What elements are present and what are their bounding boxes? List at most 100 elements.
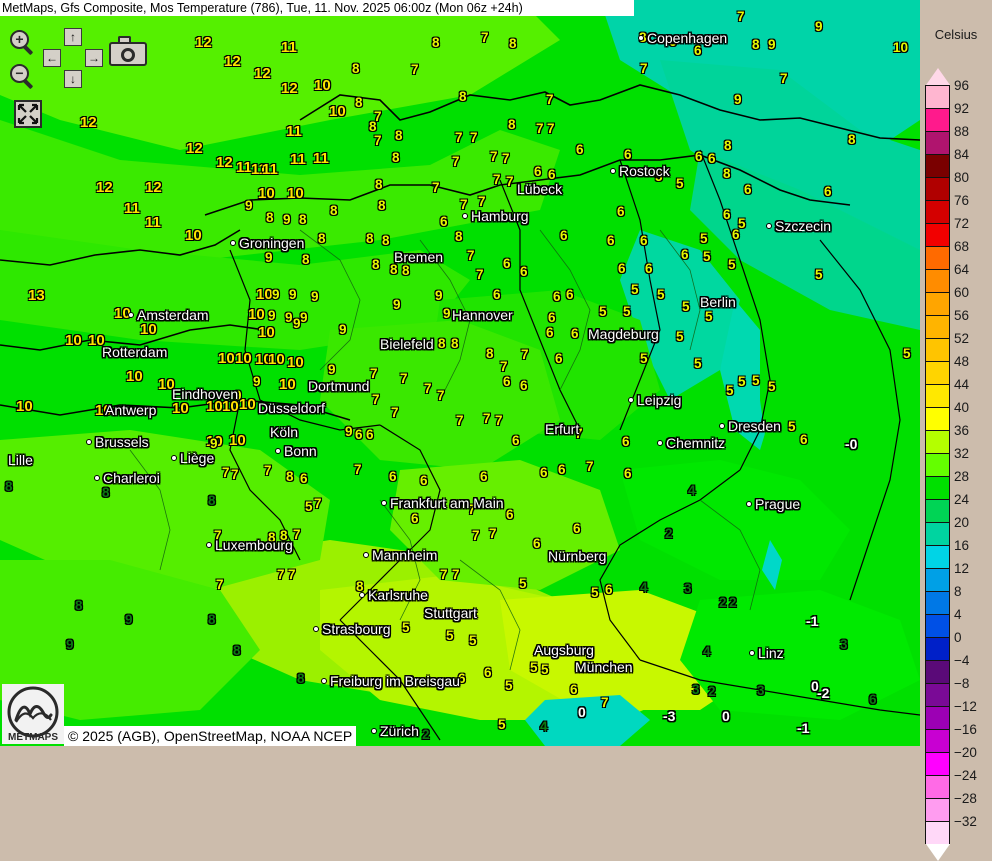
pan-right-icon[interactable]: → bbox=[85, 49, 103, 67]
camera-lens bbox=[121, 48, 135, 62]
zoom-in-sign: + bbox=[15, 31, 24, 47]
legend-tick-label: 20 bbox=[954, 515, 970, 530]
legend-band[interactable] bbox=[925, 177, 950, 200]
legend-band[interactable] bbox=[925, 637, 950, 660]
pan-down-icon[interactable]: ↓ bbox=[64, 70, 82, 88]
legend-band[interactable] bbox=[925, 430, 950, 453]
legend-band[interactable] bbox=[925, 545, 950, 568]
legend-tick-label: 80 bbox=[954, 170, 970, 185]
legend-band[interactable] bbox=[925, 522, 950, 545]
city-marker-dot bbox=[638, 35, 644, 41]
legend-tick-label: −12 bbox=[954, 699, 977, 714]
zoom-out-icon[interactable]: − bbox=[10, 64, 36, 90]
city-marker-dot bbox=[381, 500, 387, 506]
fullscreen-icon[interactable] bbox=[14, 100, 42, 128]
legend-cap-top bbox=[925, 68, 950, 85]
metmaps-logo[interactable]: METMAPS bbox=[2, 684, 64, 744]
legend-band[interactable] bbox=[925, 683, 950, 706]
legend-band[interactable] bbox=[925, 338, 950, 361]
legend-tick-label: −24 bbox=[954, 768, 977, 783]
legend-tick-label: 76 bbox=[954, 193, 970, 208]
legend-tick-label: 64 bbox=[954, 262, 970, 277]
legend-tick-label: 24 bbox=[954, 492, 970, 507]
legend-band[interactable] bbox=[925, 246, 950, 269]
legend-band[interactable] bbox=[925, 476, 950, 499]
city-marker-dot bbox=[628, 397, 634, 403]
magnifier-handle bbox=[22, 78, 34, 90]
legend-tick-label: 0 bbox=[954, 630, 962, 645]
city-marker-dot bbox=[128, 312, 134, 318]
city-marker-dot bbox=[86, 439, 92, 445]
magnifier-glass bbox=[10, 30, 29, 49]
legend-band[interactable] bbox=[925, 729, 950, 752]
magnifier-glass bbox=[10, 64, 29, 83]
legend-band[interactable] bbox=[925, 154, 950, 177]
legend-band[interactable] bbox=[925, 660, 950, 683]
legend-tick-label: 84 bbox=[954, 147, 970, 162]
legend-band[interactable] bbox=[925, 223, 950, 246]
pan-left-icon[interactable]: ← bbox=[43, 49, 61, 67]
svg-text:METMAPS: METMAPS bbox=[8, 732, 58, 743]
city-marker-dot bbox=[206, 542, 212, 548]
pan-up-icon[interactable]: ↑ bbox=[64, 28, 82, 46]
city-marker-dot bbox=[746, 501, 752, 507]
color-legend-panel: Celsius 96 92 88 84 80 76 72 68 64 60 56 52 48 44 40 36… bbox=[920, 0, 992, 861]
legend-band[interactable] bbox=[925, 131, 950, 154]
legend-colorbar[interactable] bbox=[925, 68, 950, 861]
legend-tick-label: 4 bbox=[954, 607, 962, 622]
city-marker-dot bbox=[94, 475, 100, 481]
legend-band[interactable] bbox=[925, 798, 950, 821]
legend-tick-label: 68 bbox=[954, 239, 970, 254]
legend-tick-label: −8 bbox=[954, 676, 970, 691]
legend-band[interactable] bbox=[925, 453, 950, 476]
city-marker-dot bbox=[462, 213, 468, 219]
city-marker-dot bbox=[749, 650, 755, 656]
legend-band[interactable] bbox=[925, 706, 950, 729]
legend-band[interactable] bbox=[925, 200, 950, 223]
legend-tick-label: 28 bbox=[954, 469, 970, 484]
legend-tick-label: 88 bbox=[954, 124, 970, 139]
legend-tick-label: 16 bbox=[954, 538, 970, 553]
legend-band[interactable] bbox=[925, 384, 950, 407]
legend-tick-label: 60 bbox=[954, 285, 970, 300]
legend-band[interactable] bbox=[925, 775, 950, 798]
legend-tick-label: −16 bbox=[954, 722, 977, 737]
camera-icon[interactable] bbox=[109, 36, 147, 66]
legend-band[interactable] bbox=[925, 591, 950, 614]
city-marker-dot bbox=[275, 448, 281, 454]
legend-cap-bottom bbox=[925, 844, 950, 861]
city-marker-dot bbox=[359, 592, 365, 598]
fullscreen-arrows bbox=[17, 103, 39, 125]
temperature-contour-layer bbox=[0, 0, 920, 746]
legend-band[interactable] bbox=[925, 499, 950, 522]
legend-tick-label: 40 bbox=[954, 400, 970, 415]
metmaps-logo-icon: METMAPS bbox=[7, 686, 59, 743]
legend-tick-label: −20 bbox=[954, 745, 977, 760]
legend-band[interactable] bbox=[925, 85, 950, 108]
legend-band[interactable] bbox=[925, 361, 950, 384]
magnifier-handle bbox=[22, 44, 34, 56]
city-marker-dot bbox=[321, 678, 327, 684]
legend-band[interactable] bbox=[925, 821, 950, 844]
zoom-out-sign: − bbox=[15, 65, 24, 81]
city-marker-dot bbox=[171, 455, 177, 461]
legend-tick-label: 92 bbox=[954, 101, 970, 116]
legend-tick-label: 36 bbox=[954, 423, 970, 438]
legend-title: Celsius bbox=[934, 27, 978, 42]
legend-tick-label: −4 bbox=[954, 653, 970, 668]
legend-band[interactable] bbox=[925, 269, 950, 292]
zoom-in-icon[interactable]: + bbox=[10, 30, 36, 56]
legend-band[interactable] bbox=[925, 292, 950, 315]
legend-tick-label: 48 bbox=[954, 354, 970, 369]
legend-band[interactable] bbox=[925, 568, 950, 591]
legend-tick-label: 32 bbox=[954, 446, 970, 461]
legend-band[interactable] bbox=[925, 614, 950, 637]
legend-band[interactable] bbox=[925, 108, 950, 131]
city-marker-dot bbox=[657, 440, 663, 446]
legend-band[interactable] bbox=[925, 752, 950, 775]
legend-band[interactable] bbox=[925, 407, 950, 430]
legend-band[interactable] bbox=[925, 315, 950, 338]
weather-map-canvas[interactable]: 1211878786689910121212108787879710878121… bbox=[0, 0, 920, 746]
city-marker-dot bbox=[313, 626, 319, 632]
